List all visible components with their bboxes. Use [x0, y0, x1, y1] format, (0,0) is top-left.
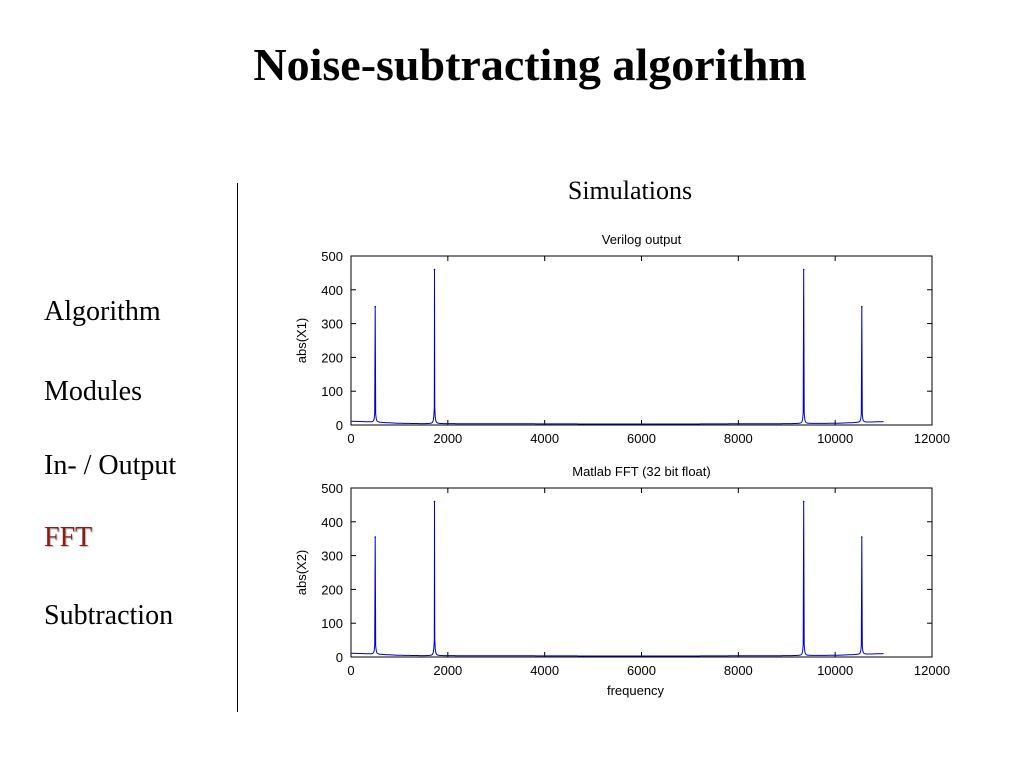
chart-1-y-tick-label: 200: [321, 350, 343, 365]
chart-2-y-tick-label: 400: [321, 515, 343, 530]
chart-2-x-axis-label: frequency: [607, 683, 665, 698]
chart-1-frame: [350, 255, 933, 426]
chart-1-x-tick-label: 2000: [433, 431, 462, 446]
chart-2-peak-point: [860, 536, 863, 538]
chart-1-x-tick-label: 12000: [914, 431, 950, 446]
chart-1-y-tick-label: 400: [321, 283, 343, 298]
chart-2-y-tick-label: 300: [321, 549, 343, 564]
chart-1-peak-point: [433, 268, 436, 271]
chart-1-y-tick-label: 500: [321, 249, 343, 264]
chart-2-x-tick-label: 2000: [433, 663, 462, 678]
chart-1-y-tick-label: 300: [321, 317, 343, 332]
chart-2-y-tick-label: 200: [321, 582, 343, 597]
chart-2-x-tick-label: 4000: [530, 663, 559, 678]
chart-1-y-axis-label: abs(X1): [294, 318, 309, 364]
sidebar-item-in-output[interactable]: In- / Output: [44, 450, 177, 481]
chart-2-x-tick-label: 0: [347, 663, 354, 678]
sidebar-item-subtraction[interactable]: Subtraction: [44, 600, 174, 631]
vertical-divider: [237, 183, 238, 712]
chart-2-x-tick-label: 8000: [724, 663, 753, 678]
chart-2-x-tick-label: 6000: [627, 663, 656, 678]
chart-1-series-line: [351, 269, 884, 425]
slide-title: Noise-subtracting algorithm: [253, 39, 807, 90]
chart-1-y-tick-label: 100: [321, 384, 343, 399]
chart-2-peak-point: [802, 500, 805, 503]
chart-2-peak-point: [374, 536, 377, 538]
simulations-heading: Simulations: [567, 176, 693, 205]
chart-2-title: Matlab FFT (32 bit float): [572, 464, 710, 479]
chart-1-x-tick-label: 6000: [627, 431, 656, 446]
chart-2-x-tick-label: 10000: [817, 663, 853, 678]
chart-2-frame: [350, 487, 933, 658]
sidebar-item-modules[interactable]: Modules: [44, 376, 142, 407]
chart-1-x-tick-label: 4000: [530, 431, 559, 446]
chart-1-y-tick-label: 0: [336, 418, 343, 433]
chart-1-x-tick-label: 8000: [724, 431, 753, 446]
chart-2-y-tick-label: 0: [336, 650, 343, 665]
sidebar-item-fft[interactable]: FFT: [44, 522, 93, 553]
chart-1-peak-point: [860, 305, 863, 308]
chart-1-x-tick-label: 10000: [817, 431, 853, 446]
chart-2-series-line: [351, 501, 884, 657]
chart-2-x-tick-label: 12000: [914, 663, 950, 678]
chart-2-peak-point: [433, 500, 436, 503]
chart-2-y-tick-label: 500: [321, 481, 343, 496]
chart-1-title: Verilog output: [602, 232, 682, 247]
chart-2-y-axis-label: abs(X2): [294, 550, 309, 596]
chart-2-y-tick-label: 100: [321, 616, 343, 631]
chart-1-peak-point: [802, 268, 805, 271]
sidebar-item-algorithm[interactable]: Algorithm: [44, 296, 161, 327]
chart-1-x-tick-label: 0: [347, 431, 354, 446]
chart-1-peak-point: [374, 305, 377, 308]
